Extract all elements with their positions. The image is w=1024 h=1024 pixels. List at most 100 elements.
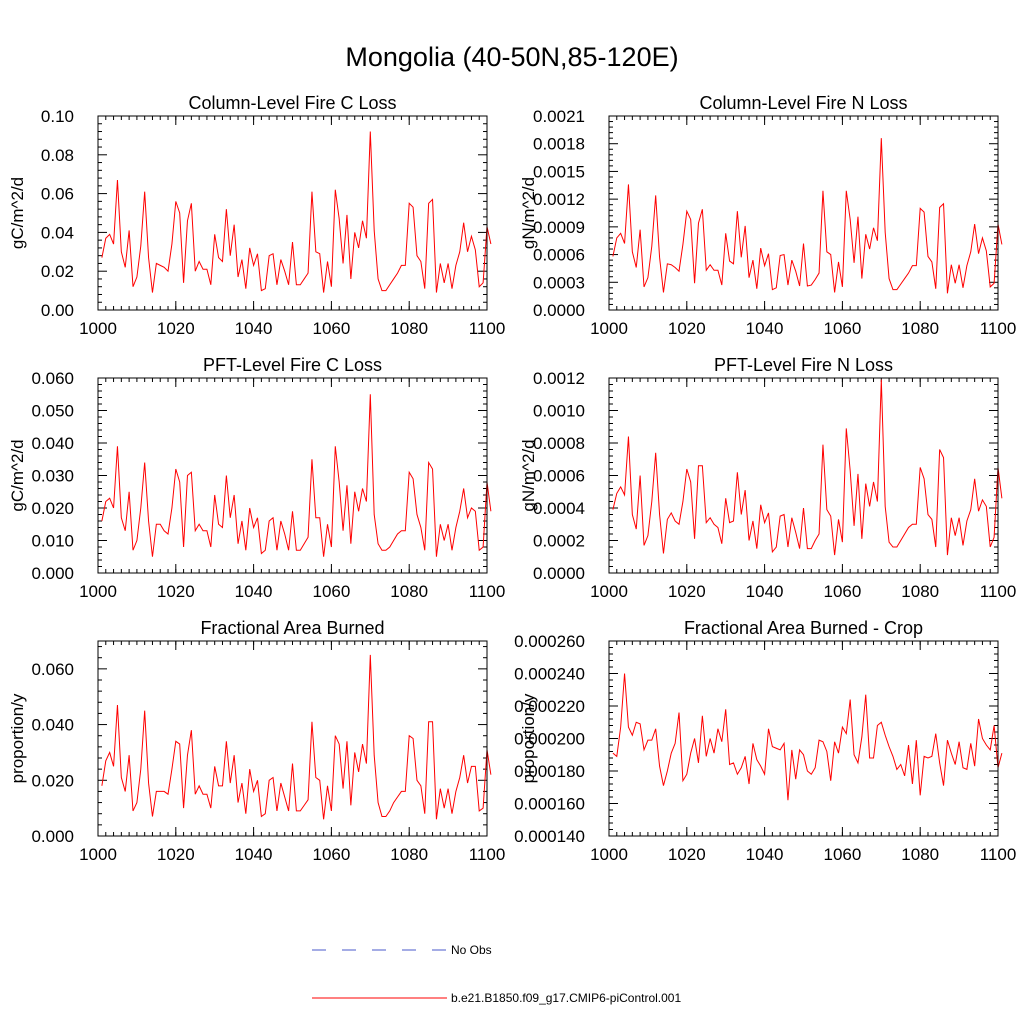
y-tick-label: 0.02 (41, 262, 74, 281)
x-tick-label: 1020 (157, 319, 195, 338)
y-tick-label: 0.040 (31, 716, 74, 735)
y-tick-label: 0.00 (41, 301, 74, 320)
y-tick-label: 0.0008 (533, 434, 585, 453)
panel-5: 1000 1020 1040 1060 1080 1100 0.000 0.020 0.040 0… (8, 618, 505, 864)
x-tick-label: 1060 (312, 845, 350, 864)
series-line (101, 131, 492, 293)
y-tick-label: 0.0000 (533, 564, 585, 583)
panel-1: 1000 1020 1040 1060 1080 1100 0.00 0.02 0.04 0.06… (8, 93, 505, 338)
y-tick-label: 0.0012 (533, 369, 585, 388)
y-axis-label: proportion/y (8, 693, 27, 783)
x-tick-label: 1100 (469, 319, 506, 338)
y-tick-label: 0.000 (31, 564, 74, 583)
y-axis-label: gC/m^2/d (8, 177, 27, 249)
panel-title: Fractional Area Burned - Crop (684, 618, 923, 638)
x-tick-label: 1000 (590, 845, 628, 864)
y-tick-label: 0.000 (31, 827, 74, 846)
x-tick-label: 1040 (235, 845, 273, 864)
legend: No Obs b.e21.B1850.f09_g17.CMIP6-piContro… (312, 943, 681, 1005)
x-tick-label: 1060 (823, 582, 861, 601)
x-tick-label: 1040 (235, 319, 273, 338)
x-tick-label: 1060 (312, 319, 350, 338)
x-tick-label: 1080 (390, 319, 428, 338)
plot-frame (97, 115, 488, 311)
y-tick-label: 0.020 (31, 499, 74, 518)
panels: 1000 1020 1040 1060 1080 1100 0.00 0.02 0.04 0.06… (8, 93, 1016, 864)
x-tick-label: 1100 (469, 845, 506, 864)
x-tick-label: 1000 (79, 582, 117, 601)
minor-ticks (608, 641, 999, 836)
legend-label: No Obs (451, 943, 492, 957)
y-axis-label: proportion/y (519, 693, 538, 783)
panel-title: Column-Level Fire N Loss (699, 93, 907, 113)
x-tick-label: 1000 (79, 845, 117, 864)
minor-ticks (97, 116, 488, 310)
minor-ticks (97, 641, 488, 836)
y-tick-label: 0.030 (31, 467, 74, 486)
panel-title: Column-Level Fire C Loss (188, 93, 396, 113)
x-tick-label: 1020 (157, 845, 195, 864)
y-tick-label: 0.08 (41, 146, 74, 165)
x-tick-label: 1080 (901, 582, 939, 601)
plot-frame (97, 377, 488, 574)
panel-title: PFT-Level Fire N Loss (714, 355, 893, 375)
x-tick-label: 1040 (746, 319, 784, 338)
y-tick-label: 0.040 (31, 434, 74, 453)
y-tick-label: 0.0006 (533, 467, 585, 486)
panel-6: 1000 1020 1040 1060 1080 1100 0.000140 0.000160… (514, 618, 1016, 864)
y-tick-label: 0.0009 (533, 218, 585, 237)
y-tick-label: 0.000260 (514, 632, 585, 651)
y-tick-label: 0.0018 (533, 135, 585, 154)
minor-ticks (608, 378, 999, 573)
plot-frame (608, 377, 999, 574)
y-tick-label: 0.010 (31, 532, 74, 551)
y-tick-label: 0.0012 (533, 190, 585, 209)
figure-title: Mongolia (40-50N,85-120E) (345, 42, 678, 72)
y-tick-label: 0.0010 (533, 402, 585, 421)
y-tick-label: 0.000240 (514, 665, 585, 684)
y-tick-label: 0.060 (31, 369, 74, 388)
x-tick-label: 1000 (590, 319, 628, 338)
y-tick-label: 0.0004 (533, 499, 585, 518)
x-tick-label: 1060 (823, 319, 861, 338)
x-tick-label: 1080 (901, 319, 939, 338)
x-tick-label: 1100 (980, 582, 1017, 601)
y-tick-label: 0.0000 (533, 301, 585, 320)
y-tick-label: 0.10 (41, 107, 74, 126)
x-tick-label: 1020 (668, 582, 706, 601)
x-tick-label: 1080 (390, 582, 428, 601)
plot-frame (608, 115, 999, 311)
x-tick-label: 1020 (157, 582, 195, 601)
y-axis-label: gN/m^2/d (519, 439, 538, 511)
plot-frame (608, 640, 999, 837)
x-tick-label: 1060 (312, 582, 350, 601)
legend-label: b.e21.B1850.f09_g17.CMIP6-piControl.001 (451, 991, 681, 1005)
x-tick-label: 1040 (235, 582, 273, 601)
x-tick-label: 1100 (469, 582, 506, 601)
minor-ticks (97, 378, 488, 573)
x-tick-label: 1000 (79, 319, 117, 338)
y-tick-label: 0.0003 (533, 273, 585, 292)
plot-frame (97, 640, 488, 837)
x-tick-label: 1000 (590, 582, 628, 601)
series-line (101, 394, 492, 557)
y-tick-label: 0.0015 (533, 162, 585, 181)
y-axis-label: gN/m^2/d (519, 177, 538, 249)
y-tick-label: 0.050 (31, 402, 74, 421)
series-line (612, 673, 1003, 801)
x-tick-label: 1080 (901, 845, 939, 864)
panel-4: 1000 1020 1040 1060 1080 1100 0.0000 0.0002 0.00… (519, 355, 1016, 601)
y-tick-label: 0.0006 (533, 246, 585, 265)
series-line (101, 654, 492, 820)
y-tick-label: 0.0021 (533, 107, 585, 126)
series-line (612, 379, 1003, 556)
y-tick-label: 0.06 (41, 185, 74, 204)
y-tick-label: 0.000140 (514, 827, 585, 846)
x-tick-label: 1040 (746, 845, 784, 864)
y-tick-label: 0.000220 (514, 697, 585, 716)
y-tick-label: 0.000160 (514, 795, 585, 814)
x-tick-label: 1020 (668, 845, 706, 864)
x-tick-label: 1060 (823, 845, 861, 864)
y-tick-label: 0.000200 (514, 730, 585, 749)
